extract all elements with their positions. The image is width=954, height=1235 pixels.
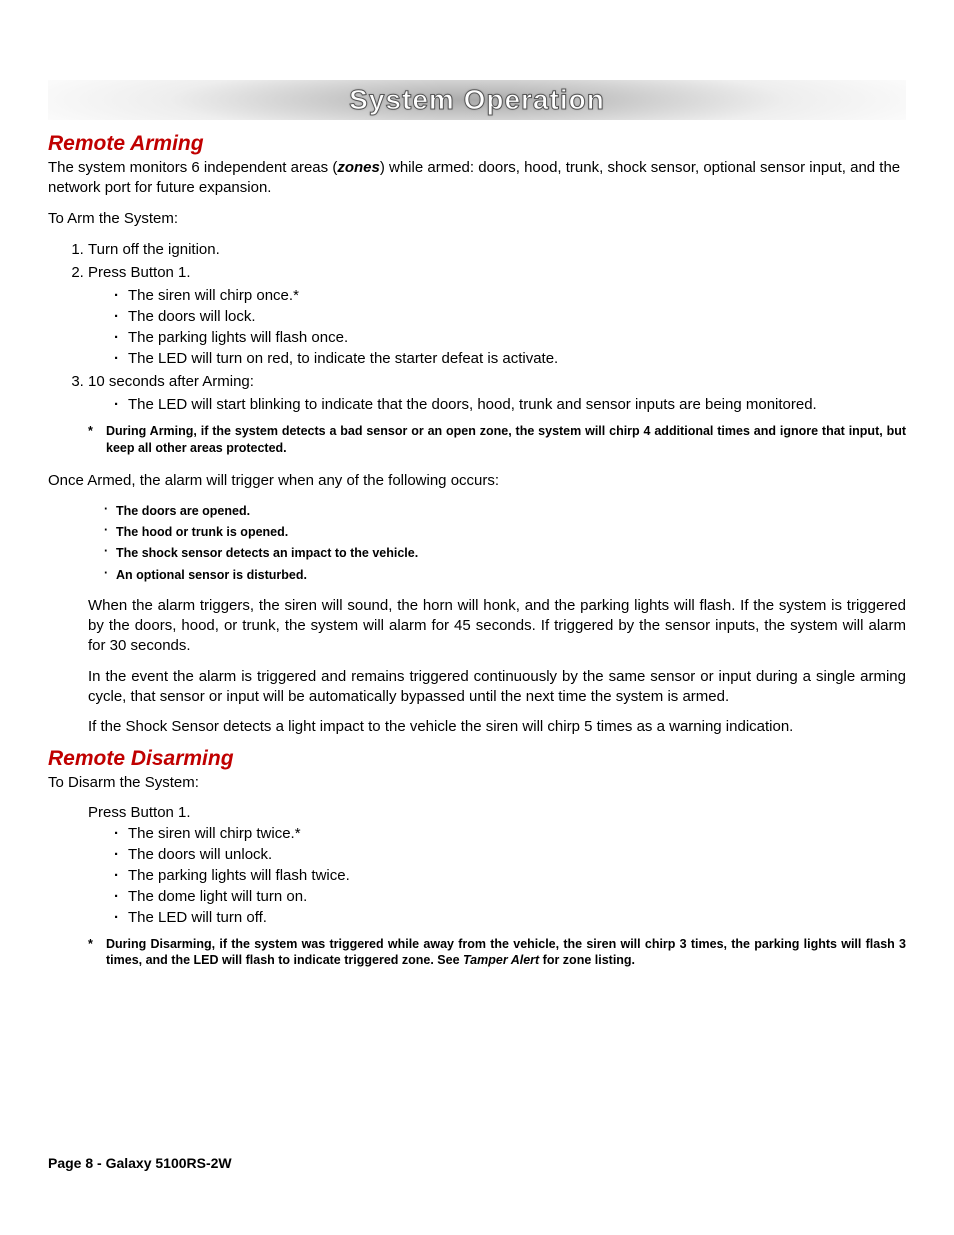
disarm-sub-3-text: The dome light will turn on. <box>128 888 307 905</box>
arm-step-1: Turn off the ignition. <box>88 239 906 260</box>
arming-note-text: During Arming, if the system detects a b… <box>106 423 906 457</box>
section-banner: System Operation <box>48 80 906 120</box>
disarm-sub-0: The siren will chirp twice.* <box>114 823 906 844</box>
page-footer: Page 8 - Galaxy 5100RS-2W <box>48 1155 232 1171</box>
trigger-0-text: The doors are opened. <box>116 504 250 518</box>
disarm-sub: The siren will chirp twice.* The doors w… <box>114 823 906 928</box>
arming-intro: The system monitors 6 independent areas … <box>48 158 906 199</box>
disarm-sub-4: The LED will turn off. <box>114 907 906 928</box>
disarm-note-post: for zone listing. <box>539 953 635 967</box>
trigger-3-text: An optional sensor is disturbed. <box>116 568 307 582</box>
disarm-sub-2: The parking lights will flash twice. <box>114 865 906 886</box>
arm-step-2: Press Button 1. The siren will chirp onc… <box>88 262 906 369</box>
disarm-sub-1-text: The doors will unlock. <box>128 846 272 863</box>
trigger-0: The doors are opened. <box>104 501 906 522</box>
heading-remote-disarming: Remote Disarming <box>48 747 906 771</box>
disarm-sub-0-text: The siren will chirp twice.* <box>128 825 301 842</box>
arm-step-2-sub-2-text: The parking lights will flash once. <box>128 329 348 346</box>
arm-step-2-text: Press Button 1. <box>88 264 191 281</box>
trigger-2: The shock sensor detects an impact to th… <box>104 543 906 564</box>
page: System Operation Remote Arming The syste… <box>0 0 954 1235</box>
arming-para-1: When the alarm triggers, the siren will … <box>88 596 906 657</box>
arm-step-3: 10 seconds after Arming: The LED will st… <box>88 371 906 415</box>
trigger-1-text: The hood or trunk is opened. <box>116 525 288 539</box>
once-armed-label: Once Armed, the alarm will trigger when … <box>48 471 906 491</box>
arm-step-2-sub-3: The LED will turn on red, to indicate th… <box>114 348 906 369</box>
arm-step-2-sub-1: The doors will lock. <box>114 306 906 327</box>
arm-step-3-sub-0-text: The LED will start blinking to indicate … <box>128 394 817 415</box>
arming-intro-zones: zones <box>337 159 380 176</box>
trigger-1: The hood or trunk is opened. <box>104 522 906 543</box>
disarm-sub-3: The dome light will turn on. <box>114 886 906 907</box>
arm-step-3-text: 10 seconds after Arming: <box>88 373 254 390</box>
heading-remote-arming: Remote Arming <box>48 132 906 156</box>
disarm-note-ref: Tamper Alert <box>463 953 539 967</box>
arming-para-2: In the event the alarm is triggered and … <box>88 667 906 708</box>
arming-para-3: If the Shock Sensor detects a light impa… <box>88 717 906 737</box>
trigger-list: The doors are opened. The hood or trunk … <box>104 501 906 586</box>
arm-step-2-sub-0: The siren will chirp once.* <box>114 285 906 306</box>
asterisk-icon: * <box>88 423 106 457</box>
arm-step-2-sub: The siren will chirp once.* The doors wi… <box>114 285 906 369</box>
disarm-sub-4-text: The LED will turn off. <box>128 909 267 926</box>
disarming-note: * During Disarming, if the system was tr… <box>88 936 906 970</box>
disarming-note-text: During Disarming, if the system was trig… <box>106 936 906 970</box>
arm-step-2-sub-2: The parking lights will flash once. <box>114 327 906 348</box>
arm-step-3-sub-0: The LED will start blinking to indicate … <box>114 394 906 415</box>
arming-note: * During Arming, if the system detects a… <box>88 423 906 457</box>
arm-step-2-sub-0-text: The siren will chirp once.* <box>128 287 299 304</box>
disarm-sub-1: The doors will unlock. <box>114 844 906 865</box>
arm-step-2-sub-1-text: The doors will lock. <box>128 308 256 325</box>
arm-step-3-sub: The LED will start blinking to indicate … <box>114 394 906 415</box>
to-disarm-label: To Disarm the System: <box>48 773 906 793</box>
asterisk-icon: * <box>88 936 106 970</box>
arming-intro-pre: The system monitors 6 independent areas … <box>48 159 337 176</box>
disarm-press: Press Button 1. <box>88 804 906 821</box>
trigger-3: An optional sensor is disturbed. <box>104 565 906 586</box>
arm-step-2-sub-3-text: The LED will turn on red, to indicate th… <box>128 350 558 367</box>
disarm-sub-2-text: The parking lights will flash twice. <box>128 867 350 884</box>
arming-steps: Turn off the ignition. Press Button 1. T… <box>88 239 906 415</box>
to-arm-label: To Arm the System: <box>48 209 906 229</box>
banner-title: System Operation <box>349 84 605 116</box>
trigger-2-text: The shock sensor detects an impact to th… <box>116 546 418 560</box>
